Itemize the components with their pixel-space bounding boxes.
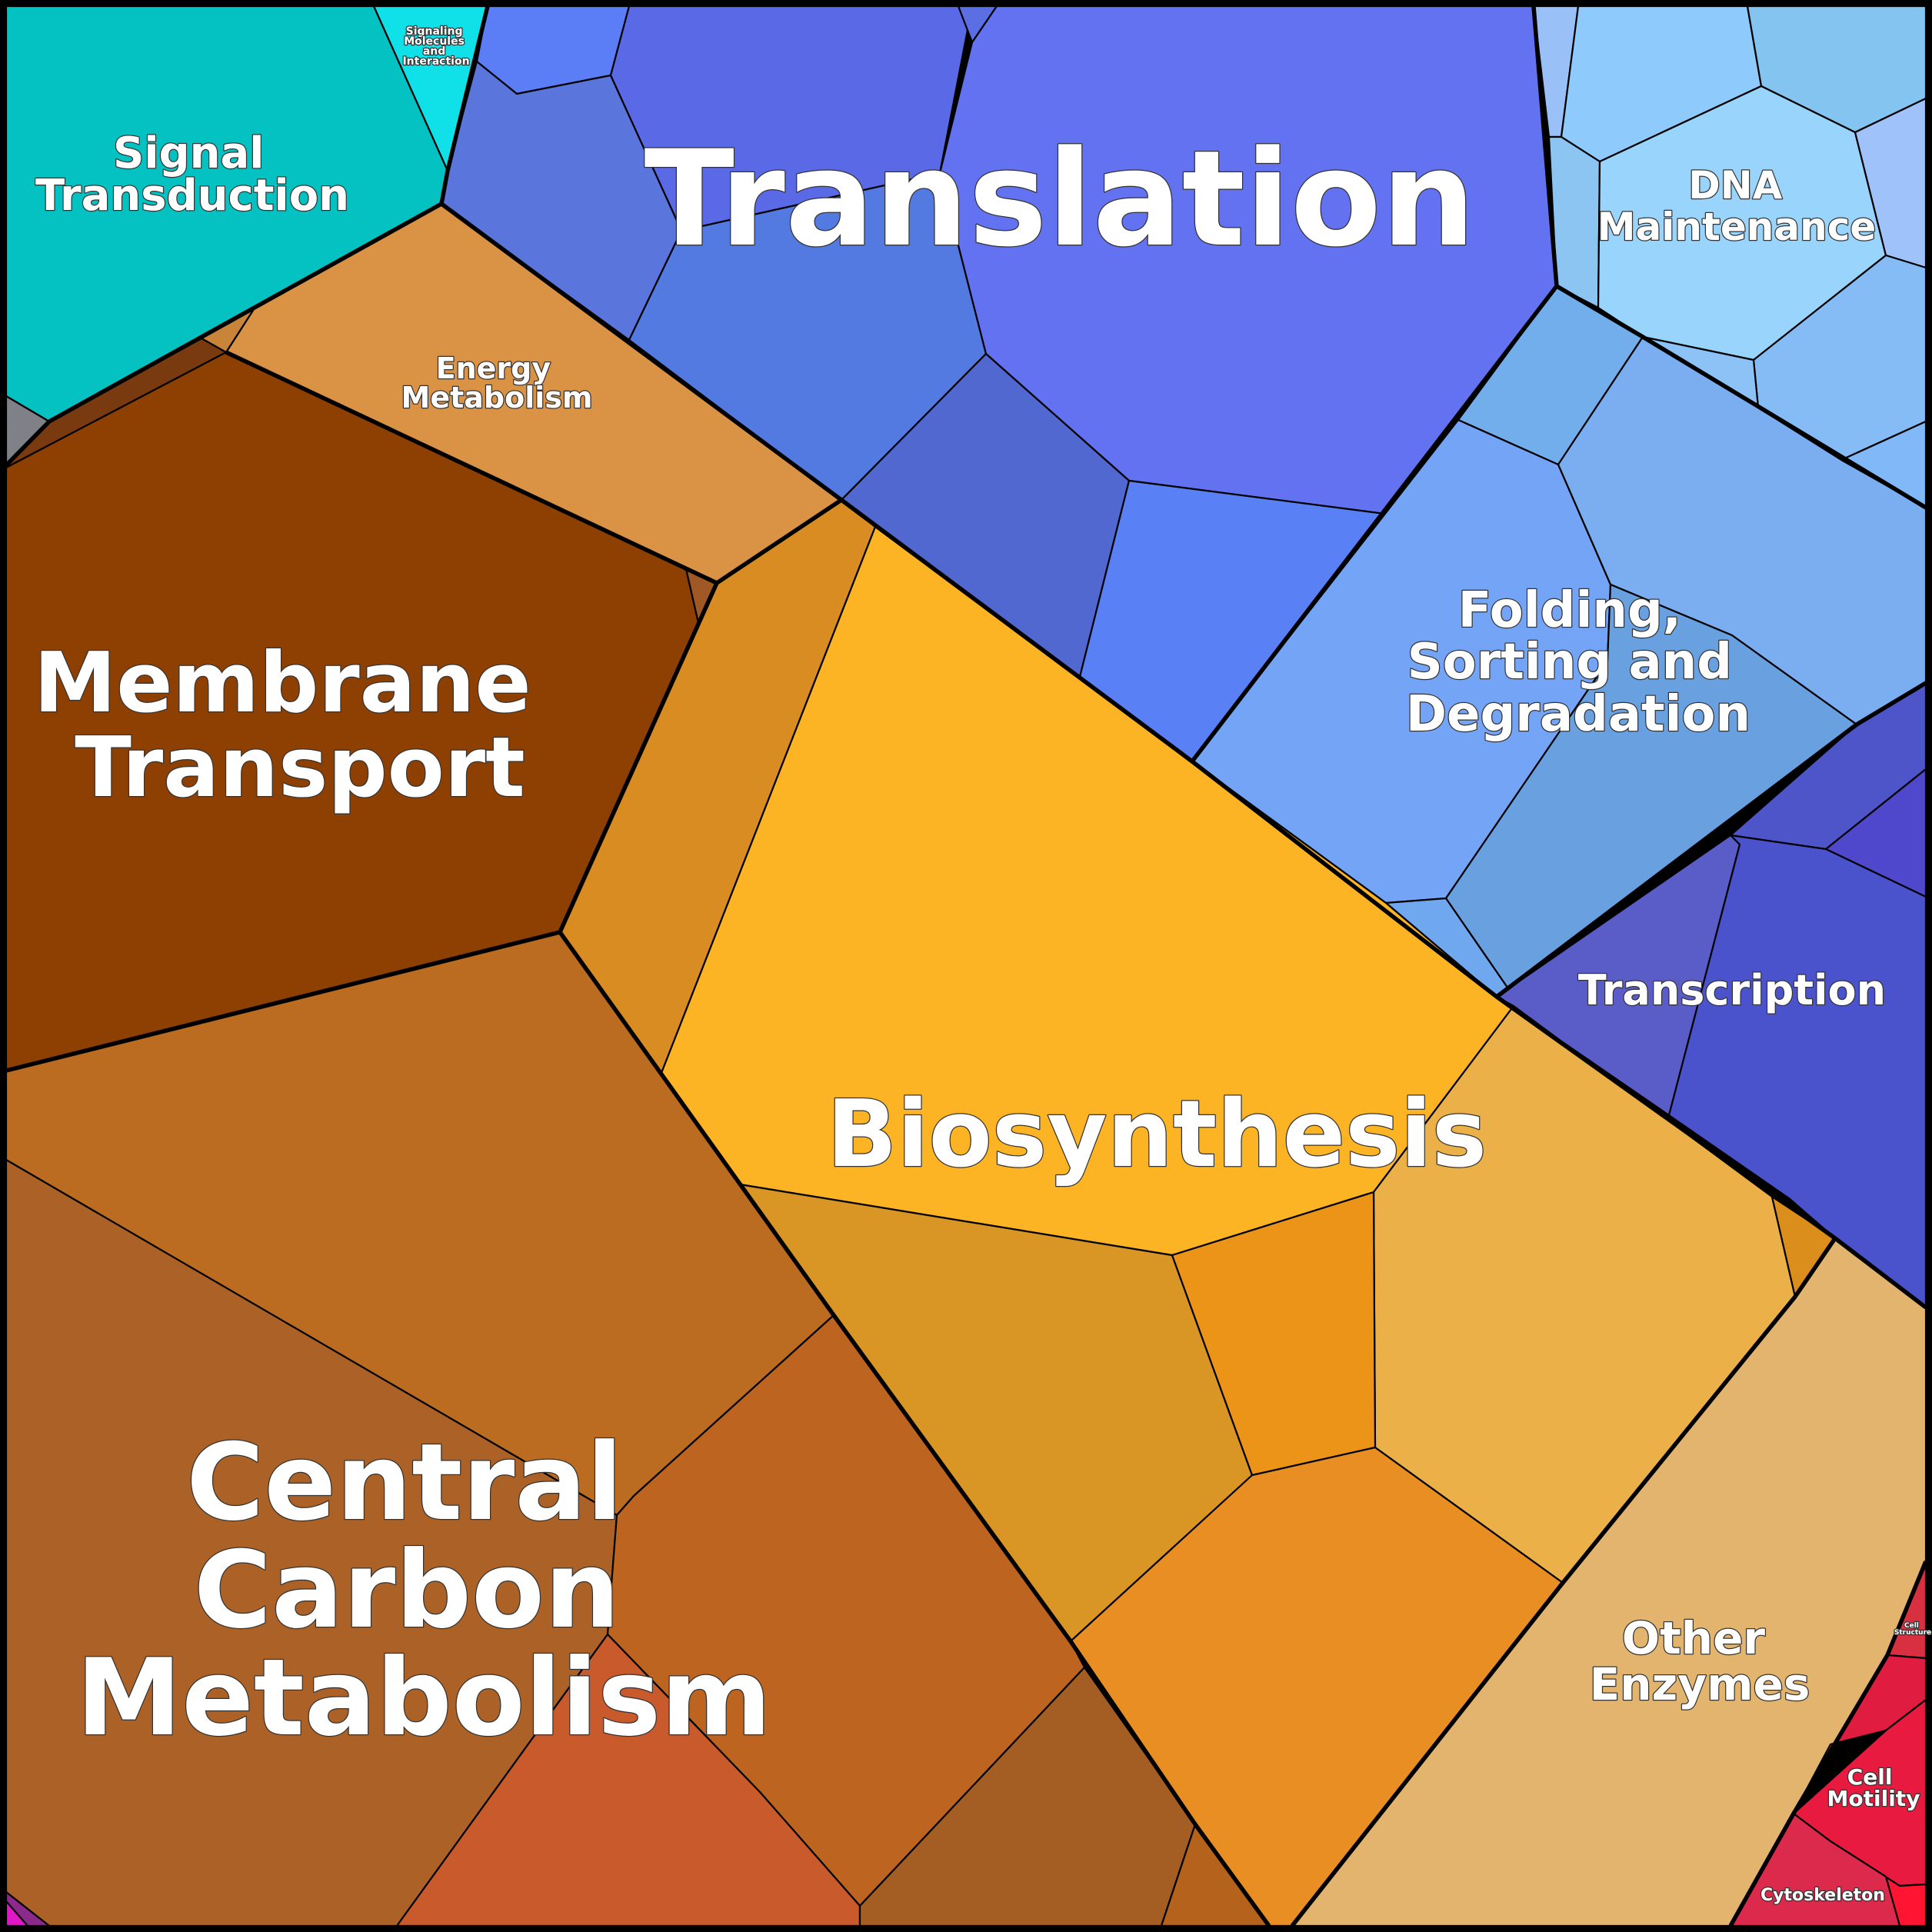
border-biosynthesis-other — [1290, 1237, 1837, 1927]
border-energy-membrane — [225, 350, 718, 585]
label-dna-maintenance: DNA Maintenance — [1597, 163, 1877, 249]
label-translation: Translation — [645, 122, 1476, 276]
label-signaling-molecules: Signaling Molecules and Interaction — [402, 25, 469, 68]
region-central-carbon-sub-7[interactable] — [5, 1900, 29, 1927]
border-biosynthesis-central — [558, 931, 1271, 1927]
border-membrane-central — [5, 930, 561, 1073]
border-folding-transcription — [1495, 681, 1927, 999]
labels-layer: Signal Transduction Signaling Molecules … — [33, 25, 1932, 1907]
label-cell-motility: Cell Motility — [1827, 1764, 1920, 1811]
border-signal-energy — [5, 202, 443, 467]
label-signal-transduction: Signal Transduction — [35, 128, 349, 221]
border-other-cellular — [1728, 1560, 1928, 1927]
border-signal-translation — [439, 5, 490, 205]
label-transcription: Transcription — [1578, 966, 1886, 1014]
border-energy-biosynthesis — [715, 498, 843, 585]
label-other-enzymes: Other Enzymes — [1590, 1612, 1810, 1710]
label-membrane-transport: Membrane Transport — [34, 635, 560, 816]
label-cytoskeleton: Cytoskeleton — [1760, 1886, 1885, 1905]
label-folding-sorting-degradation: Folding, Sorting and Degradation — [1406, 582, 1750, 743]
border-translation-energy-biosynthesis — [440, 202, 1927, 1310]
cells-layer — [5, 5, 1927, 1927]
label-central-carbon-metabolism: Central Carbon Metabolism — [76, 1421, 771, 1760]
border-membrane-biosynthesis — [558, 581, 719, 934]
border-dna-folding — [1555, 284, 1927, 510]
label-energy-metabolism: Energy Metabolism — [401, 351, 593, 415]
label-biosynthesis: Biosynthesis — [827, 1081, 1487, 1188]
label-cell-structure: Cell Structure — [1894, 1622, 1931, 1637]
